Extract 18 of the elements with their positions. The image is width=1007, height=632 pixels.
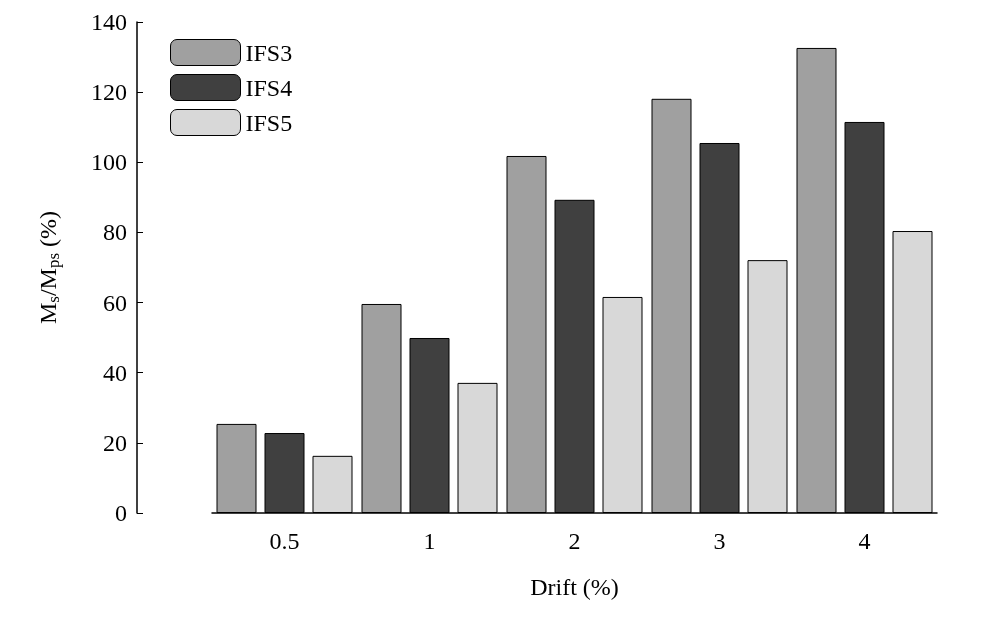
y-axis-title: Ms/Mps (%) <box>34 210 63 325</box>
y-tick-label: 60 <box>103 289 127 316</box>
y-tick-label: 0 <box>115 500 127 526</box>
y-tick-label: 80 <box>103 219 127 246</box>
legend-label: IFS4 <box>245 74 293 101</box>
x-tick-label: 2 <box>568 528 581 554</box>
y-tick-label: 40 <box>103 359 127 386</box>
y-tick-label: 140 <box>91 9 127 35</box>
legend-label: IFS3 <box>245 39 293 66</box>
y-tick-label: 20 <box>103 429 127 456</box>
x-tick-label: 3 <box>713 528 726 554</box>
y-tick-label: 100 <box>91 149 127 176</box>
y-tick-label: 120 <box>91 79 127 106</box>
x-tick-label: 0.5 <box>269 528 300 554</box>
x-tick-label: 4 <box>858 528 871 554</box>
x-tick-label: 1 <box>423 528 436 554</box>
x-axis-title: Drift (%) <box>530 574 619 600</box>
legend-label: IFS5 <box>245 109 293 136</box>
